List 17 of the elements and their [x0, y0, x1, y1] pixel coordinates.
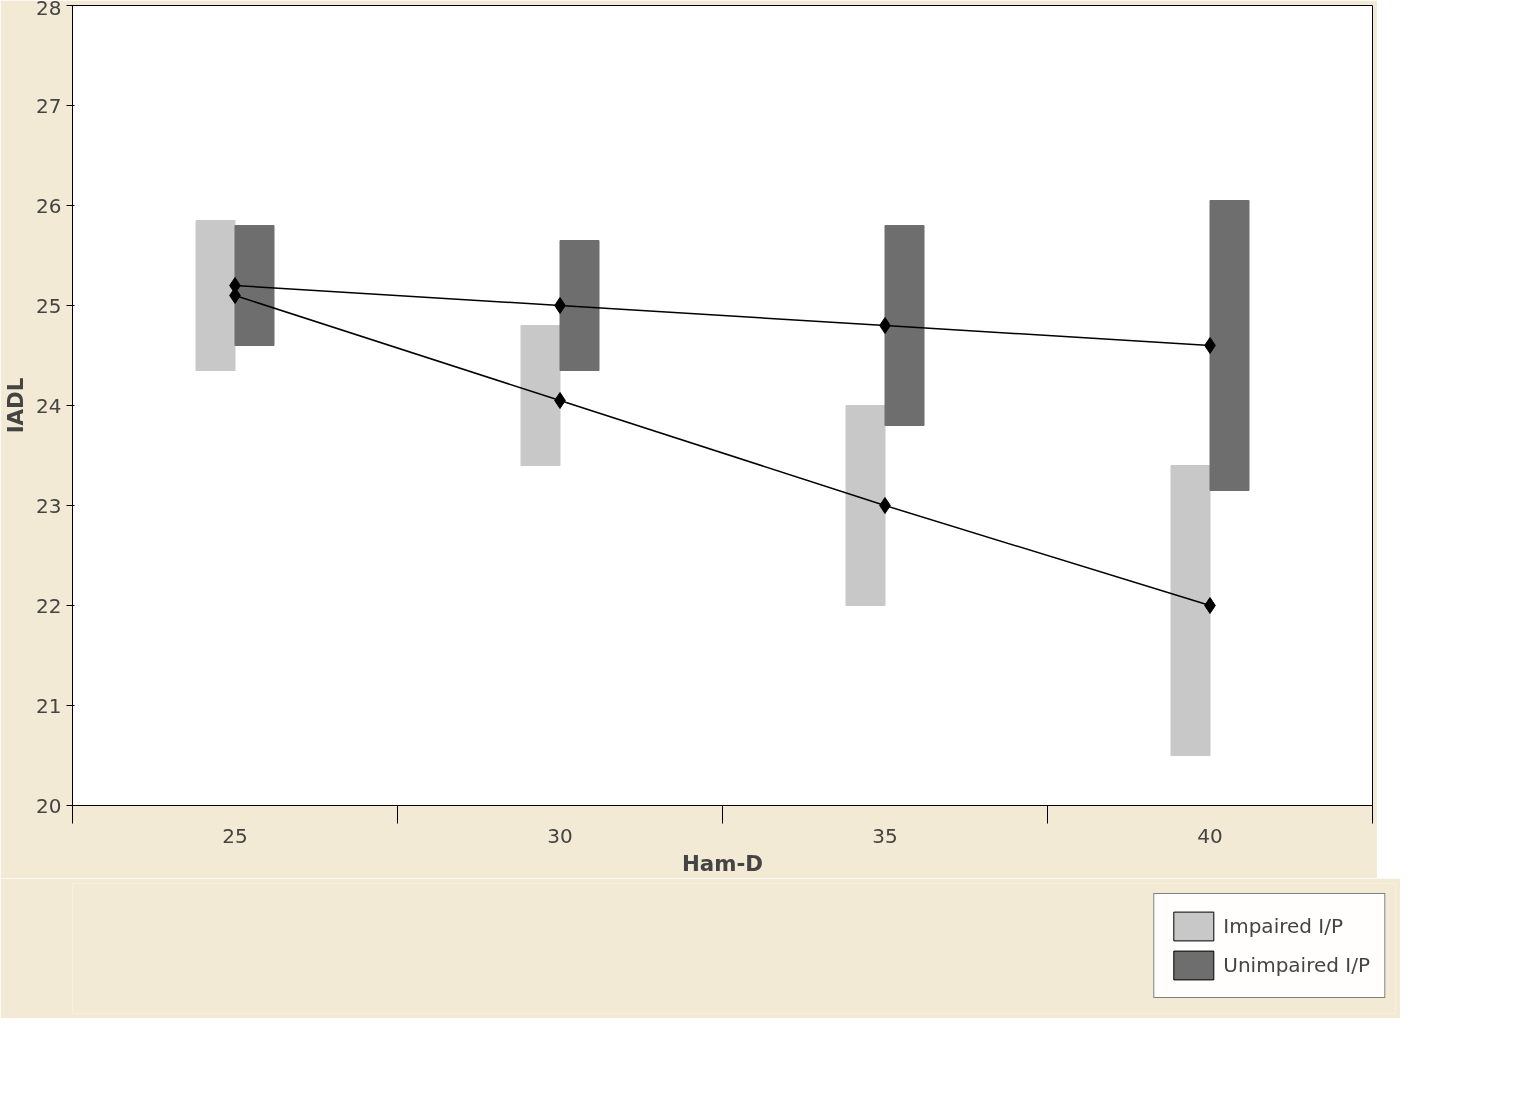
legend-label: Unimpaired I/P [1223, 953, 1370, 977]
legend-label: Impaired I/P [1223, 914, 1344, 938]
y-tick-label: 23 [36, 493, 62, 518]
y-tick-label: 26 [36, 193, 62, 218]
x-axis-title: Ham-D [681, 850, 764, 876]
y-tick-label: 20 [36, 793, 62, 818]
y-tick-label: 25 [36, 293, 62, 318]
x-tick-label: 25 [222, 823, 248, 848]
y-tick-label: 22 [36, 593, 62, 618]
y-tick-label: 27 [36, 93, 62, 118]
x-tick-label: 35 [872, 823, 898, 848]
x-tick-label: 40 [1197, 823, 1223, 848]
x-tick-label: 30 [547, 823, 573, 848]
y-tick-label: 21 [36, 693, 62, 718]
y-axis-title: IADL [3, 377, 29, 434]
y-tick-label: 24 [36, 393, 62, 418]
y-tick-label: 28 [36, 0, 62, 20]
